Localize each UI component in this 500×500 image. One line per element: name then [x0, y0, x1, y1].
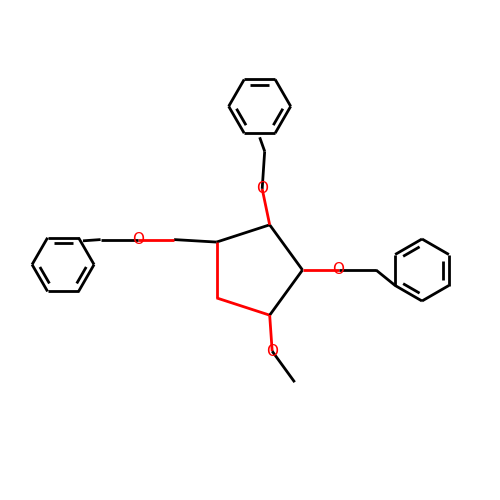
Text: O: O: [266, 344, 278, 358]
Text: O: O: [332, 262, 344, 278]
Text: O: O: [132, 232, 144, 247]
Text: O: O: [256, 182, 268, 196]
